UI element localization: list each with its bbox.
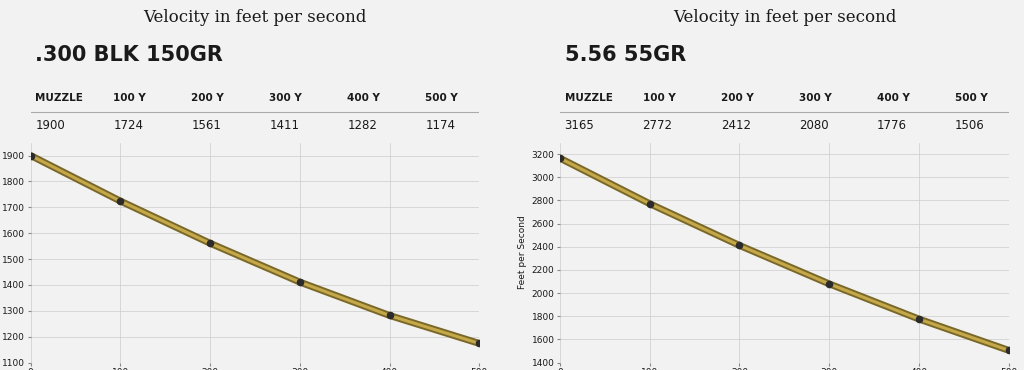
Point: [202, 240, 218, 246]
Text: 300 Y: 300 Y: [799, 92, 831, 102]
Text: 300 Y: 300 Y: [269, 92, 302, 102]
Point: [821, 281, 838, 287]
Text: 2772: 2772: [643, 119, 673, 132]
Point: [292, 279, 308, 285]
Point: [731, 242, 748, 248]
Point: [642, 201, 658, 207]
Text: 2412: 2412: [721, 119, 751, 132]
Text: 200 Y: 200 Y: [721, 92, 754, 102]
Point: [910, 316, 927, 322]
Point: [552, 155, 568, 161]
Text: 400 Y: 400 Y: [347, 92, 380, 102]
Text: 1174: 1174: [426, 119, 456, 132]
Text: 100 Y: 100 Y: [643, 92, 676, 102]
Text: 1411: 1411: [269, 119, 299, 132]
Y-axis label: Feet per Second: Feet per Second: [518, 216, 527, 289]
Text: MUZZLE: MUZZLE: [35, 92, 83, 102]
Point: [113, 198, 129, 204]
Text: 1724: 1724: [114, 119, 143, 132]
Text: 1506: 1506: [954, 119, 984, 132]
Text: MUZZLE: MUZZLE: [564, 92, 612, 102]
Text: Velocity in feet per second: Velocity in feet per second: [143, 9, 367, 26]
Text: 1776: 1776: [877, 119, 907, 132]
Text: 5.56 55GR: 5.56 55GR: [564, 45, 686, 65]
Text: .300 BLK 150GR: .300 BLK 150GR: [35, 45, 223, 65]
Point: [381, 313, 397, 319]
Point: [471, 340, 487, 346]
Text: 500 Y: 500 Y: [426, 92, 458, 102]
Point: [23, 152, 39, 158]
Text: 400 Y: 400 Y: [877, 92, 909, 102]
Text: 1561: 1561: [191, 119, 221, 132]
Text: 2080: 2080: [799, 119, 828, 132]
Text: Velocity in feet per second: Velocity in feet per second: [673, 9, 896, 26]
Point: [1000, 347, 1017, 353]
Text: 200 Y: 200 Y: [191, 92, 224, 102]
Text: 100 Y: 100 Y: [114, 92, 146, 102]
Text: 1900: 1900: [35, 119, 65, 132]
Text: 1282: 1282: [347, 119, 377, 132]
Text: 500 Y: 500 Y: [954, 92, 987, 102]
Text: 3165: 3165: [564, 119, 594, 132]
